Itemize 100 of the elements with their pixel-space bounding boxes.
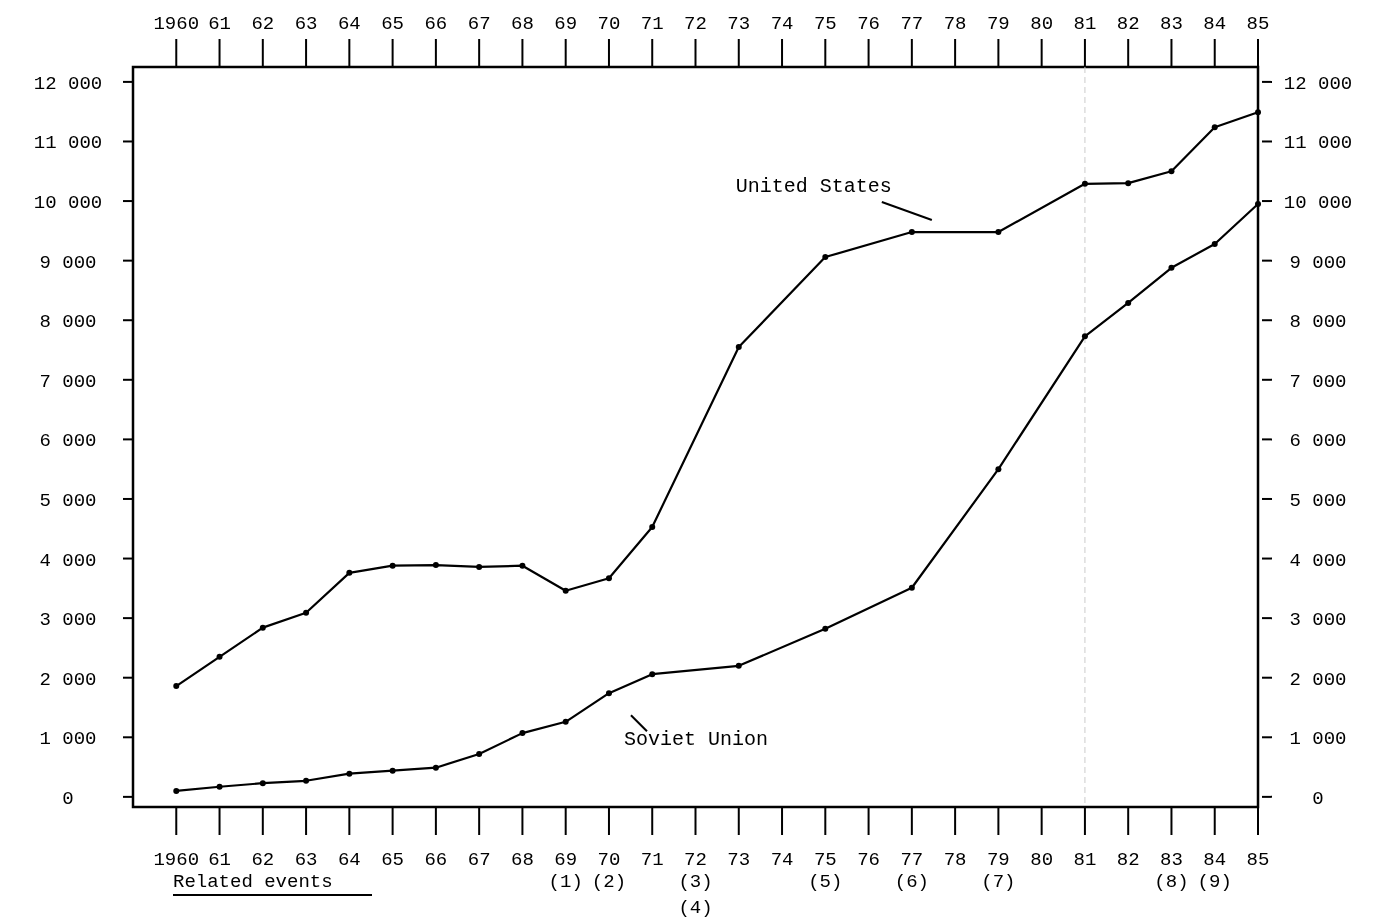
x2-tick-label: 82 xyxy=(1116,849,1140,871)
point xyxy=(519,730,526,737)
y-tick-label: 12 000 xyxy=(33,72,103,95)
point xyxy=(216,653,223,660)
x2-tick-label: 85 xyxy=(1246,849,1270,871)
point xyxy=(303,777,310,784)
x-tick-label: 78 xyxy=(943,13,967,35)
text: (3) xyxy=(678,871,713,893)
y-tick-label: 9 000 xyxy=(39,251,97,274)
x2-tick-label: 75 xyxy=(813,849,837,871)
x2-tick-label: 63 xyxy=(294,849,318,871)
point xyxy=(346,770,353,777)
x-tick-label: 62 xyxy=(251,13,275,35)
x-tick-label: 82 xyxy=(1116,13,1140,35)
y2-tick-label: 12 000 xyxy=(1283,72,1353,95)
x2-tick-label: 72 xyxy=(684,849,707,871)
y2-tick-label: 4 000 xyxy=(1289,549,1347,572)
x-tick-label: 70 xyxy=(597,13,621,35)
point xyxy=(995,229,1002,236)
y2-tick-label: 9 000 xyxy=(1289,251,1347,274)
x2-tick-label: 74 xyxy=(770,849,794,871)
point xyxy=(1255,201,1261,208)
point xyxy=(346,569,353,576)
text: (2) xyxy=(591,871,627,893)
point xyxy=(1211,124,1218,131)
y-tick-label: 1 000 xyxy=(39,728,97,751)
point xyxy=(519,562,526,569)
x2-tick-label: 66 xyxy=(424,849,448,871)
point xyxy=(822,625,829,632)
x-tick-label: 74 xyxy=(770,13,794,35)
point xyxy=(303,609,310,616)
text: (9) xyxy=(1197,871,1232,893)
x2-tick-label: 79 xyxy=(986,849,1010,871)
y-tick-label: 11 000 xyxy=(33,132,103,155)
point xyxy=(1081,180,1088,187)
point xyxy=(1125,299,1132,306)
x-tick-label: 64 xyxy=(337,13,361,35)
x-tick-label: 69 xyxy=(554,13,578,35)
x2-tick-label: 73 xyxy=(727,849,751,871)
text: Related events xyxy=(173,871,333,893)
y2-tick-label: 8 000 xyxy=(1289,311,1347,334)
x-tick-label: 71 xyxy=(640,13,664,35)
x-tick-label: 81 xyxy=(1073,13,1097,35)
text: (8) xyxy=(1154,871,1189,893)
y2-tick-label: 0 xyxy=(1312,787,1324,810)
legend-label: Soviet Union xyxy=(623,728,768,752)
text: (6) xyxy=(894,871,929,893)
x2-tick-label: 69 xyxy=(554,849,578,871)
y2-tick-label: 11 000 xyxy=(1283,132,1353,155)
point xyxy=(259,624,266,631)
y-tick-label: 8 000 xyxy=(39,311,97,334)
text: (1) xyxy=(548,871,583,893)
y-tick-label: 6 000 xyxy=(39,430,97,453)
point xyxy=(1125,180,1132,187)
point xyxy=(432,562,439,569)
point xyxy=(822,254,829,261)
x2-tick-label: 80 xyxy=(1030,849,1054,871)
y2-tick-label: 1 000 xyxy=(1289,728,1347,751)
point xyxy=(735,344,742,351)
point xyxy=(476,563,483,570)
x2-tick-label: 84 xyxy=(1203,849,1227,871)
point xyxy=(1211,240,1218,247)
x2-tick-label: 71 xyxy=(640,849,664,871)
x2-tick-label: 64 xyxy=(337,849,361,871)
x2-tick-label: 77 xyxy=(900,849,924,871)
point xyxy=(562,718,569,725)
text: (7) xyxy=(981,871,1016,893)
x2-tick-label: 62 xyxy=(251,849,275,871)
x-tick-label: 1960 xyxy=(153,13,200,35)
point xyxy=(908,229,915,236)
x-tick-label: 83 xyxy=(1160,13,1183,35)
point xyxy=(173,787,180,794)
y-tick-label: 7 000 xyxy=(39,370,97,393)
y2-tick-label: 6 000 xyxy=(1289,430,1347,453)
y2-tick-label: 7 000 xyxy=(1289,370,1347,393)
point xyxy=(389,767,396,774)
text: (5) xyxy=(808,871,843,893)
point xyxy=(1168,264,1175,271)
x-tick-label: 65 xyxy=(381,13,405,35)
point xyxy=(432,764,439,771)
point xyxy=(476,750,483,757)
point xyxy=(605,575,612,582)
series-label: United States xyxy=(735,175,892,199)
y2-tick-label: 10 000 xyxy=(1283,192,1353,215)
x2-tick-label: 67 xyxy=(467,849,491,871)
point xyxy=(735,662,742,669)
x-tick-label: 73 xyxy=(727,13,751,35)
y-tick-label: 5 000 xyxy=(39,489,97,512)
x2-tick-label: 81 xyxy=(1073,849,1097,871)
x-tick-label: 67 xyxy=(467,13,491,35)
x-tick-label: 76 xyxy=(857,13,880,35)
x2-tick-label: 78 xyxy=(943,849,967,871)
point xyxy=(605,690,612,697)
point xyxy=(1255,109,1261,116)
point xyxy=(259,780,266,787)
x-tick-label: 61 xyxy=(208,13,231,35)
x-tick-label: 77 xyxy=(900,13,924,35)
y-tick-label: 3 000 xyxy=(39,609,97,632)
point xyxy=(649,671,656,678)
x2-tick-label: 70 xyxy=(597,849,621,871)
